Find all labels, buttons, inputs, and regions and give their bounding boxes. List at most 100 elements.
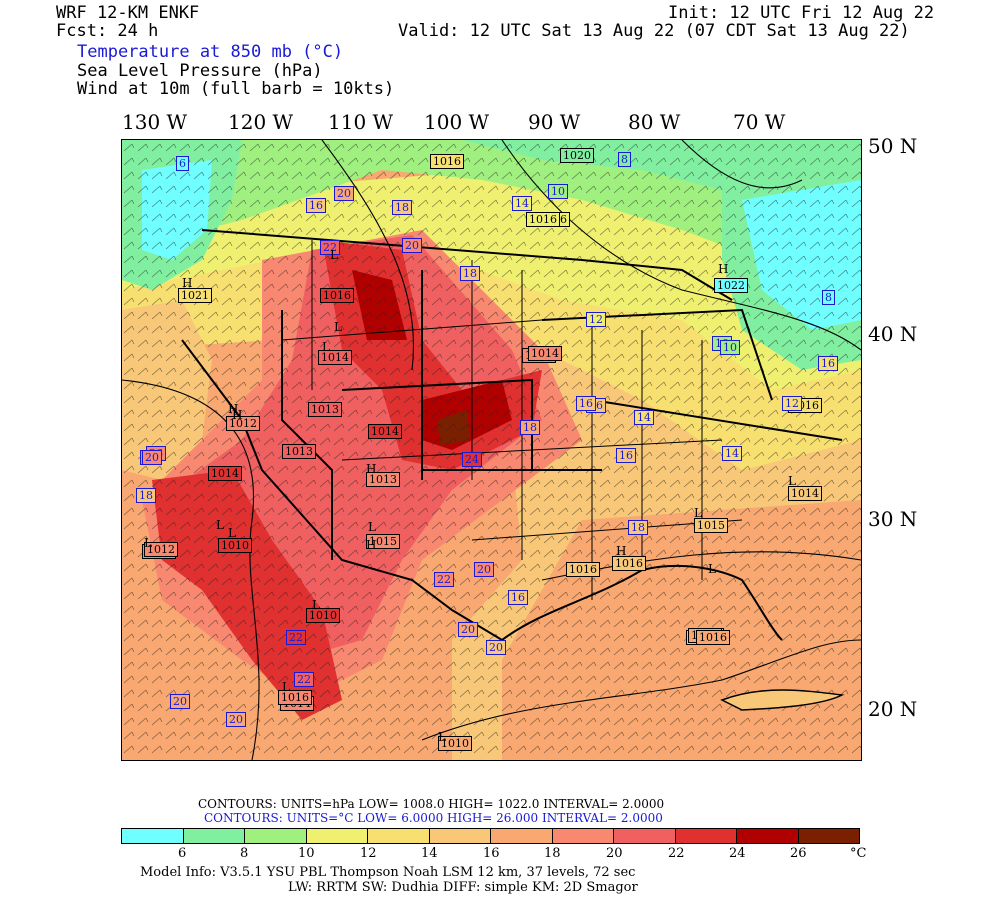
colorbar-tick: 12: [360, 846, 377, 861]
model-title: WRF 12-KM ENKF: [56, 3, 200, 23]
field-pressure-label: Sea Level Pressure (hPa): [77, 61, 323, 81]
temp-label: 10: [720, 340, 740, 355]
temp-label: 16: [818, 356, 838, 371]
temp-label: 18: [520, 420, 540, 435]
lon-label-100w: 100 W: [424, 110, 490, 134]
colorbar-tick: 26: [790, 846, 807, 861]
gulf-coastline: [501, 564, 783, 641]
temp-label: 8: [618, 152, 631, 167]
lat-label-40n: 40 N: [868, 322, 918, 346]
colorbar-tick: 14: [421, 846, 438, 861]
slp-label: 1014: [318, 350, 352, 365]
slp-label: 1015: [366, 534, 400, 549]
slp-label: 1016: [526, 212, 560, 227]
colorbar-unit: °C: [850, 846, 867, 861]
temp-label: 24: [462, 452, 482, 467]
colorbar-swatch: [245, 829, 307, 843]
colorbar-swatch: [737, 829, 799, 843]
low-marker: L: [694, 506, 702, 520]
slp-label: 1012: [226, 416, 260, 431]
temp-label: 22: [434, 572, 454, 587]
low-marker: L: [312, 598, 320, 612]
temp-label: 20: [334, 186, 354, 201]
slp-label: 1016: [566, 562, 600, 577]
slp-label: 1010: [218, 538, 252, 553]
temp-label: 20: [142, 450, 162, 465]
temp-label: 16: [616, 448, 636, 463]
weather-map-canvas: [122, 140, 861, 760]
colorbar-swatch: [675, 829, 737, 843]
colorbar-tick: 6: [178, 846, 187, 861]
slp-label: 1010: [438, 736, 472, 751]
temp-label: 14: [512, 196, 532, 211]
colorbar-swatch: [429, 829, 491, 843]
temp-label: 16: [576, 396, 596, 411]
lon-label-80w: 80 W: [628, 110, 681, 134]
temp-label: 16: [508, 590, 528, 605]
temp-label: 18: [136, 488, 156, 503]
high-marker: H: [366, 538, 377, 552]
slp-label: 1014: [208, 466, 242, 481]
slp-label: 1015: [694, 518, 728, 533]
low-marker: L: [368, 520, 376, 534]
temp-label: 6: [176, 156, 189, 171]
high-marker: H: [228, 402, 239, 416]
colorbar-swatch: [306, 829, 368, 843]
colorbar-swatch: [122, 829, 184, 843]
temp-label: 12: [782, 396, 802, 411]
init-time: Init: 12 UTC Fri 12 Aug 22: [668, 3, 935, 23]
low-marker: L: [438, 730, 446, 744]
forecast-hour: Fcst: 24 h: [56, 21, 159, 41]
field-wind-label: Wind at 10m (full barb = 10kts): [77, 79, 395, 99]
high-marker: H: [182, 276, 193, 290]
slp-label: 1016: [612, 556, 646, 571]
temp-label: 22: [320, 240, 340, 255]
temp-label: 14: [634, 410, 654, 425]
slp-contour-info: CONTOURS: UNITS=hPa LOW= 1008.0 HIGH= 10…: [198, 797, 665, 811]
field-temperature-label: Temperature at 850 mb (°C): [77, 42, 344, 62]
temp-label: 10: [548, 184, 568, 199]
temp-label: 22: [294, 672, 314, 687]
low-marker: L: [282, 680, 290, 694]
temp-label: 20: [402, 238, 422, 253]
slp-label: 1022: [714, 278, 748, 293]
slp-label: 1012: [144, 542, 178, 557]
temp-label: 20: [474, 562, 494, 577]
lon-label-90w: 90 W: [528, 110, 581, 134]
lon-label-130w: 130 W: [122, 110, 188, 134]
temp-label: 20: [486, 640, 506, 655]
low-marker: L: [788, 474, 796, 488]
colorbar-tick: 18: [544, 846, 561, 861]
temp-label: 12: [586, 312, 606, 327]
temperature-colorbar: [121, 828, 860, 844]
temp-label: 14: [722, 446, 742, 461]
colorbar-swatch: [368, 829, 430, 843]
slp-label: 1013: [366, 472, 400, 487]
weather-map[interactable]: 1016 1020 1016 1016 1014 1010 1013 1013 …: [121, 139, 862, 761]
model-info: Model Info: V3.5.1 YSU PBL Thompson Noah…: [140, 865, 636, 880]
low-marker: L: [330, 248, 338, 262]
slp-label: 1020: [560, 148, 594, 163]
high-marker: H: [718, 262, 729, 276]
slp-label: 1016: [278, 690, 312, 705]
slp-label: 1010: [306, 608, 340, 623]
slp-label: 1016: [430, 154, 464, 169]
temp-label: 8: [822, 290, 835, 305]
temp-label: 18: [460, 266, 480, 281]
temp-label: 20: [458, 622, 478, 637]
slp-label: 1014: [528, 346, 562, 361]
model-info-physics: LW: RRTM SW: Dudhia DIFF: simple KM: 2D …: [288, 880, 638, 895]
colorbar-tick: 10: [298, 846, 315, 861]
slp-label: 1013: [308, 402, 342, 417]
colorbar-tick: 24: [729, 846, 746, 861]
temp-label: 16: [306, 198, 326, 213]
slp-label: 1021: [178, 288, 212, 303]
lon-label-120w: 120 W: [228, 110, 294, 134]
slp-label: 1014: [788, 486, 822, 501]
low-marker: L: [322, 340, 330, 354]
lon-label-70w: 70 W: [733, 110, 786, 134]
lat-label-20n: 20 N: [868, 697, 918, 721]
colorbar-swatch: [798, 829, 859, 843]
temp-label: 20: [226, 712, 246, 727]
high-marker: H: [366, 462, 377, 476]
